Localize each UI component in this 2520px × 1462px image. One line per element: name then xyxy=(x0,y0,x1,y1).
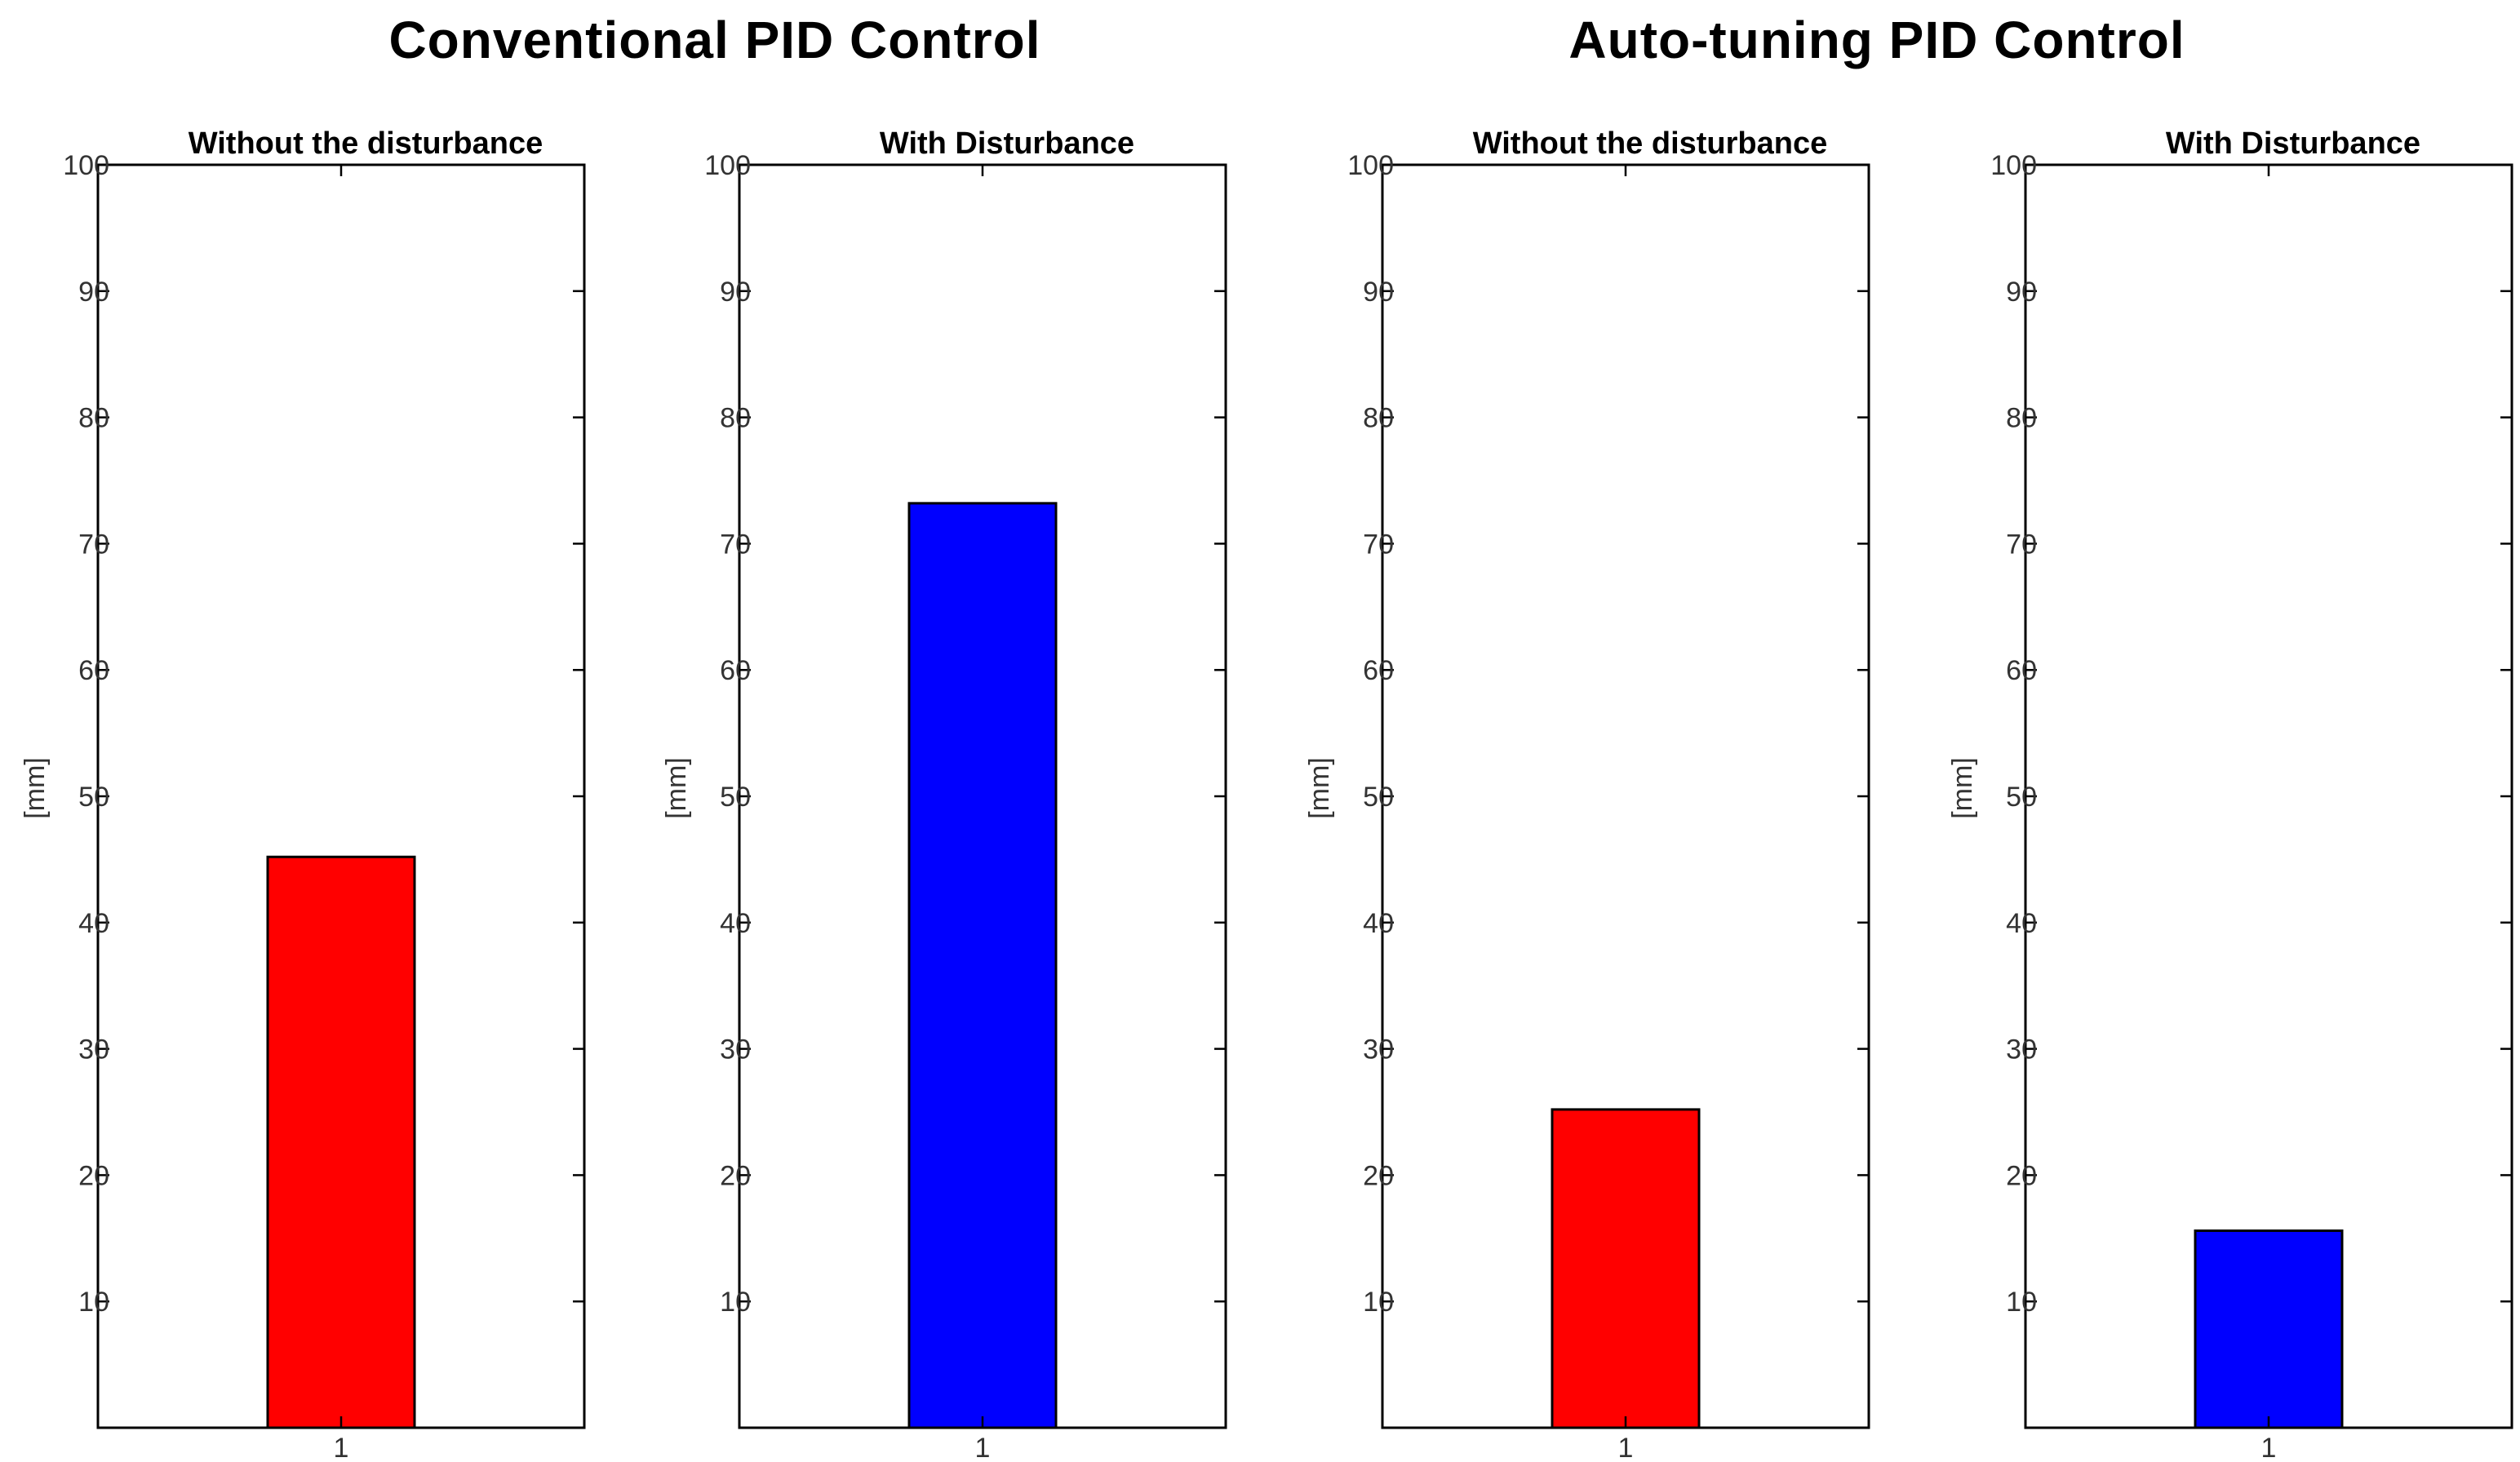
panel-4-ytick-label-50: 50 xyxy=(2006,782,2037,813)
panel-2-ytick-label-30: 30 xyxy=(720,1034,751,1065)
panel-3-ytick-label-60: 60 xyxy=(1363,655,1394,686)
panel-2-bar-1 xyxy=(907,502,1058,1429)
panel-4-bar-1 xyxy=(2194,1229,2344,1429)
panel-1-ylabel: [mm] xyxy=(20,757,51,819)
panel-2-title: With Disturbance xyxy=(880,126,1134,161)
panel-4-ytick-label-10: 10 xyxy=(2006,1287,2037,1318)
panel-3-ytick-label-20: 20 xyxy=(1363,1160,1394,1191)
panel-3-ytick-label-10: 10 xyxy=(1363,1287,1394,1318)
panel-4-title: With Disturbance xyxy=(2166,126,2420,161)
panel-2-ytick-label-50: 50 xyxy=(720,782,751,813)
panel-4-ytick-label-70: 70 xyxy=(2006,529,2037,560)
panel-3-ytick-label-80: 80 xyxy=(1363,403,1394,434)
panel-4-ytick-label-90: 90 xyxy=(2006,277,2037,308)
panel-4-ytick-label-40: 40 xyxy=(2006,908,2037,939)
panel-4-ylabel: [mm] xyxy=(1947,757,1978,819)
panel-3-ytick-label-100: 100 xyxy=(1347,150,1394,181)
panel-1-xtick-label-1: 1 xyxy=(334,1433,349,1462)
panel-3-title: Without the disturbance xyxy=(1473,126,1828,161)
panel-4-ytick-label-60: 60 xyxy=(2006,655,2037,686)
panel-1-ytick-label-30: 30 xyxy=(78,1034,109,1065)
panel-3-ytick-label-30: 30 xyxy=(1363,1034,1394,1065)
panel-3-ytick-label-50: 50 xyxy=(1363,782,1394,813)
panel-2-ytick-label-20: 20 xyxy=(720,1160,751,1191)
panel-2-ytick-label-90: 90 xyxy=(720,277,751,308)
panel-1-ytick-label-60: 60 xyxy=(78,655,109,686)
panel-1-ytick-label-90: 90 xyxy=(78,277,109,308)
panel-1-ytick-label-70: 70 xyxy=(78,529,109,560)
panel-3-bar-1 xyxy=(1551,1108,1701,1429)
panel-3-ylabel: [mm] xyxy=(1304,757,1335,819)
panel-4-xtick-label-1: 1 xyxy=(2261,1433,2277,1462)
panel-2-ytick-label-100: 100 xyxy=(704,150,751,181)
panel-3-ytick-label-90: 90 xyxy=(1363,277,1394,308)
panel-2-ytick-label-60: 60 xyxy=(720,655,751,686)
panel-2-ytick-label-70: 70 xyxy=(720,529,751,560)
panel-2-ytick-label-10: 10 xyxy=(720,1287,751,1318)
panel-4-ytick-label-30: 30 xyxy=(2006,1034,2037,1065)
panel-4-ytick-label-80: 80 xyxy=(2006,403,2037,434)
panel-1-ytick-label-20: 20 xyxy=(78,1160,109,1191)
panel-3-xtick-label-1: 1 xyxy=(1618,1433,1634,1462)
panel-1-title: Without the disturbance xyxy=(189,126,543,161)
panel-2-ytick-label-80: 80 xyxy=(720,403,751,434)
panel-1-ytick-label-10: 10 xyxy=(78,1287,109,1318)
panel-4-ytick-label-100: 100 xyxy=(1990,150,2037,181)
panel-4-ytick-label-20: 20 xyxy=(2006,1160,2037,1191)
panel-1-ytick-label-80: 80 xyxy=(78,403,109,434)
panel-2-ylabel: [mm] xyxy=(661,757,692,819)
group-title-auto-tuning: Auto-tuning PID Control xyxy=(1568,11,2185,69)
panel-3-ytick-label-40: 40 xyxy=(1363,908,1394,939)
panel-1-ytick-label-40: 40 xyxy=(78,908,109,939)
panel-2-ytick-label-40: 40 xyxy=(720,908,751,939)
panel-1-ytick-label-50: 50 xyxy=(78,782,109,813)
panel-1-bar-1 xyxy=(266,855,416,1429)
panel-3-ytick-label-70: 70 xyxy=(1363,529,1394,560)
panel-2-xtick-label-1: 1 xyxy=(975,1433,991,1462)
group-title-conventional: Conventional PID Control xyxy=(388,11,1041,69)
panel-1-ytick-label-100: 100 xyxy=(63,150,109,181)
